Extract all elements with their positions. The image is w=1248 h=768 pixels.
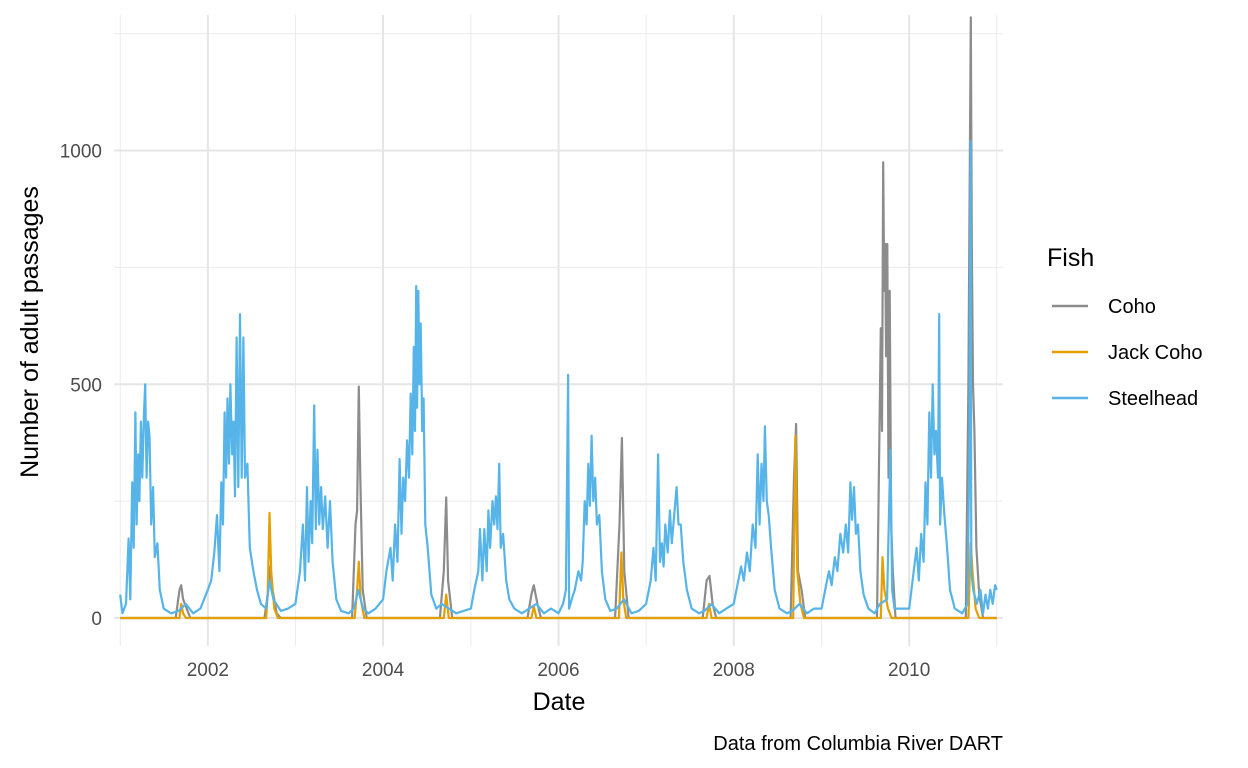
x-tick-label: 2006: [537, 660, 579, 681]
y-tick-label: 500: [70, 375, 102, 396]
legend-label-steelhead: Steelhead: [1108, 388, 1198, 410]
legend-title: Fish: [1047, 244, 1094, 272]
x-tick-label: 2010: [888, 660, 930, 681]
legend: Fish Coho Jack Coho Steelhead: [1047, 244, 1203, 410]
legend-label-jack-coho: Jack Coho: [1108, 342, 1203, 364]
x-tick-label: 2004: [362, 660, 405, 681]
legend-label-coho: Coho: [1108, 296, 1156, 318]
series-line-jack-coho: [120, 434, 997, 620]
series-line-steelhead: [119, 140, 998, 615]
y-axis-title: Number of adult passages: [16, 186, 44, 478]
series-layer: [119, 16, 998, 620]
x-tick-label: 2008: [713, 660, 755, 681]
grid-layer: [114, 15, 1003, 646]
y-tick-label: 1000: [60, 142, 102, 163]
tick-layer: 0 500 1000 2002 2004 2006 2008 2010: [60, 142, 931, 681]
y-tick-label: 0: [91, 609, 102, 630]
chart-caption: Data from Columbia River DART: [713, 733, 1003, 755]
x-axis-title: Date: [533, 688, 586, 716]
x-tick-label: 2002: [187, 660, 229, 681]
